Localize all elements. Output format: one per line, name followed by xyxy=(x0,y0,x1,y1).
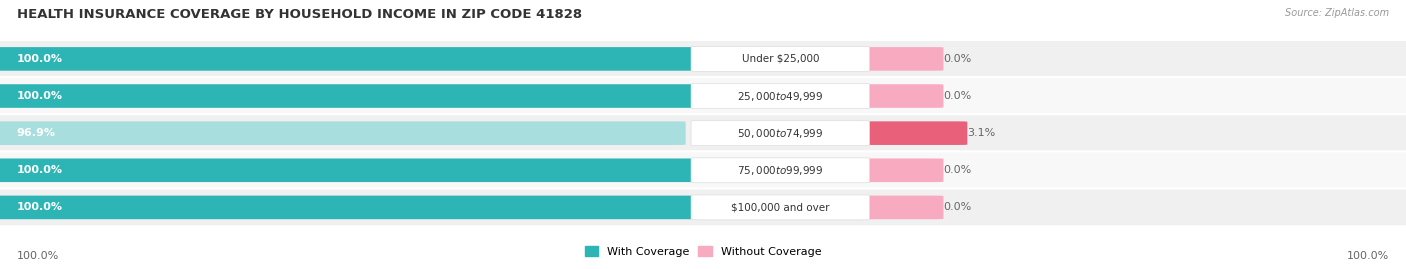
Text: Source: ZipAtlas.com: Source: ZipAtlas.com xyxy=(1285,8,1389,18)
Text: 100.0%: 100.0% xyxy=(17,251,59,261)
FancyBboxPatch shape xyxy=(853,47,943,71)
FancyBboxPatch shape xyxy=(0,47,707,71)
FancyBboxPatch shape xyxy=(0,189,1406,226)
Text: 100.0%: 100.0% xyxy=(17,91,63,101)
FancyBboxPatch shape xyxy=(692,195,869,220)
Text: 100.0%: 100.0% xyxy=(17,202,63,213)
FancyBboxPatch shape xyxy=(853,84,943,108)
Text: $50,000 to $74,999: $50,000 to $74,999 xyxy=(737,127,824,140)
Legend: With Coverage, Without Coverage: With Coverage, Without Coverage xyxy=(581,242,825,261)
Text: $25,000 to $49,999: $25,000 to $49,999 xyxy=(737,90,824,102)
FancyBboxPatch shape xyxy=(853,196,943,219)
FancyBboxPatch shape xyxy=(692,121,869,146)
FancyBboxPatch shape xyxy=(0,151,1406,189)
FancyBboxPatch shape xyxy=(0,196,707,219)
FancyBboxPatch shape xyxy=(853,158,943,182)
Text: 0.0%: 0.0% xyxy=(943,54,972,64)
FancyBboxPatch shape xyxy=(692,47,869,71)
Text: 96.9%: 96.9% xyxy=(17,128,56,138)
Text: $75,000 to $99,999: $75,000 to $99,999 xyxy=(737,164,824,177)
FancyBboxPatch shape xyxy=(0,77,1406,115)
Text: 100.0%: 100.0% xyxy=(17,54,63,64)
FancyBboxPatch shape xyxy=(692,158,869,183)
Text: 0.0%: 0.0% xyxy=(943,202,972,213)
Text: Under $25,000: Under $25,000 xyxy=(741,54,820,64)
Text: 0.0%: 0.0% xyxy=(943,165,972,175)
Text: 3.1%: 3.1% xyxy=(967,128,995,138)
FancyBboxPatch shape xyxy=(853,121,967,145)
FancyBboxPatch shape xyxy=(0,121,686,145)
FancyBboxPatch shape xyxy=(0,158,707,182)
FancyBboxPatch shape xyxy=(692,84,869,108)
FancyBboxPatch shape xyxy=(0,84,707,108)
Text: 100.0%: 100.0% xyxy=(1347,251,1389,261)
FancyBboxPatch shape xyxy=(0,40,1406,78)
Text: HEALTH INSURANCE COVERAGE BY HOUSEHOLD INCOME IN ZIP CODE 41828: HEALTH INSURANCE COVERAGE BY HOUSEHOLD I… xyxy=(17,8,582,21)
Text: 100.0%: 100.0% xyxy=(17,165,63,175)
Text: $100,000 and over: $100,000 and over xyxy=(731,202,830,213)
Text: 0.0%: 0.0% xyxy=(943,91,972,101)
FancyBboxPatch shape xyxy=(0,114,1406,152)
